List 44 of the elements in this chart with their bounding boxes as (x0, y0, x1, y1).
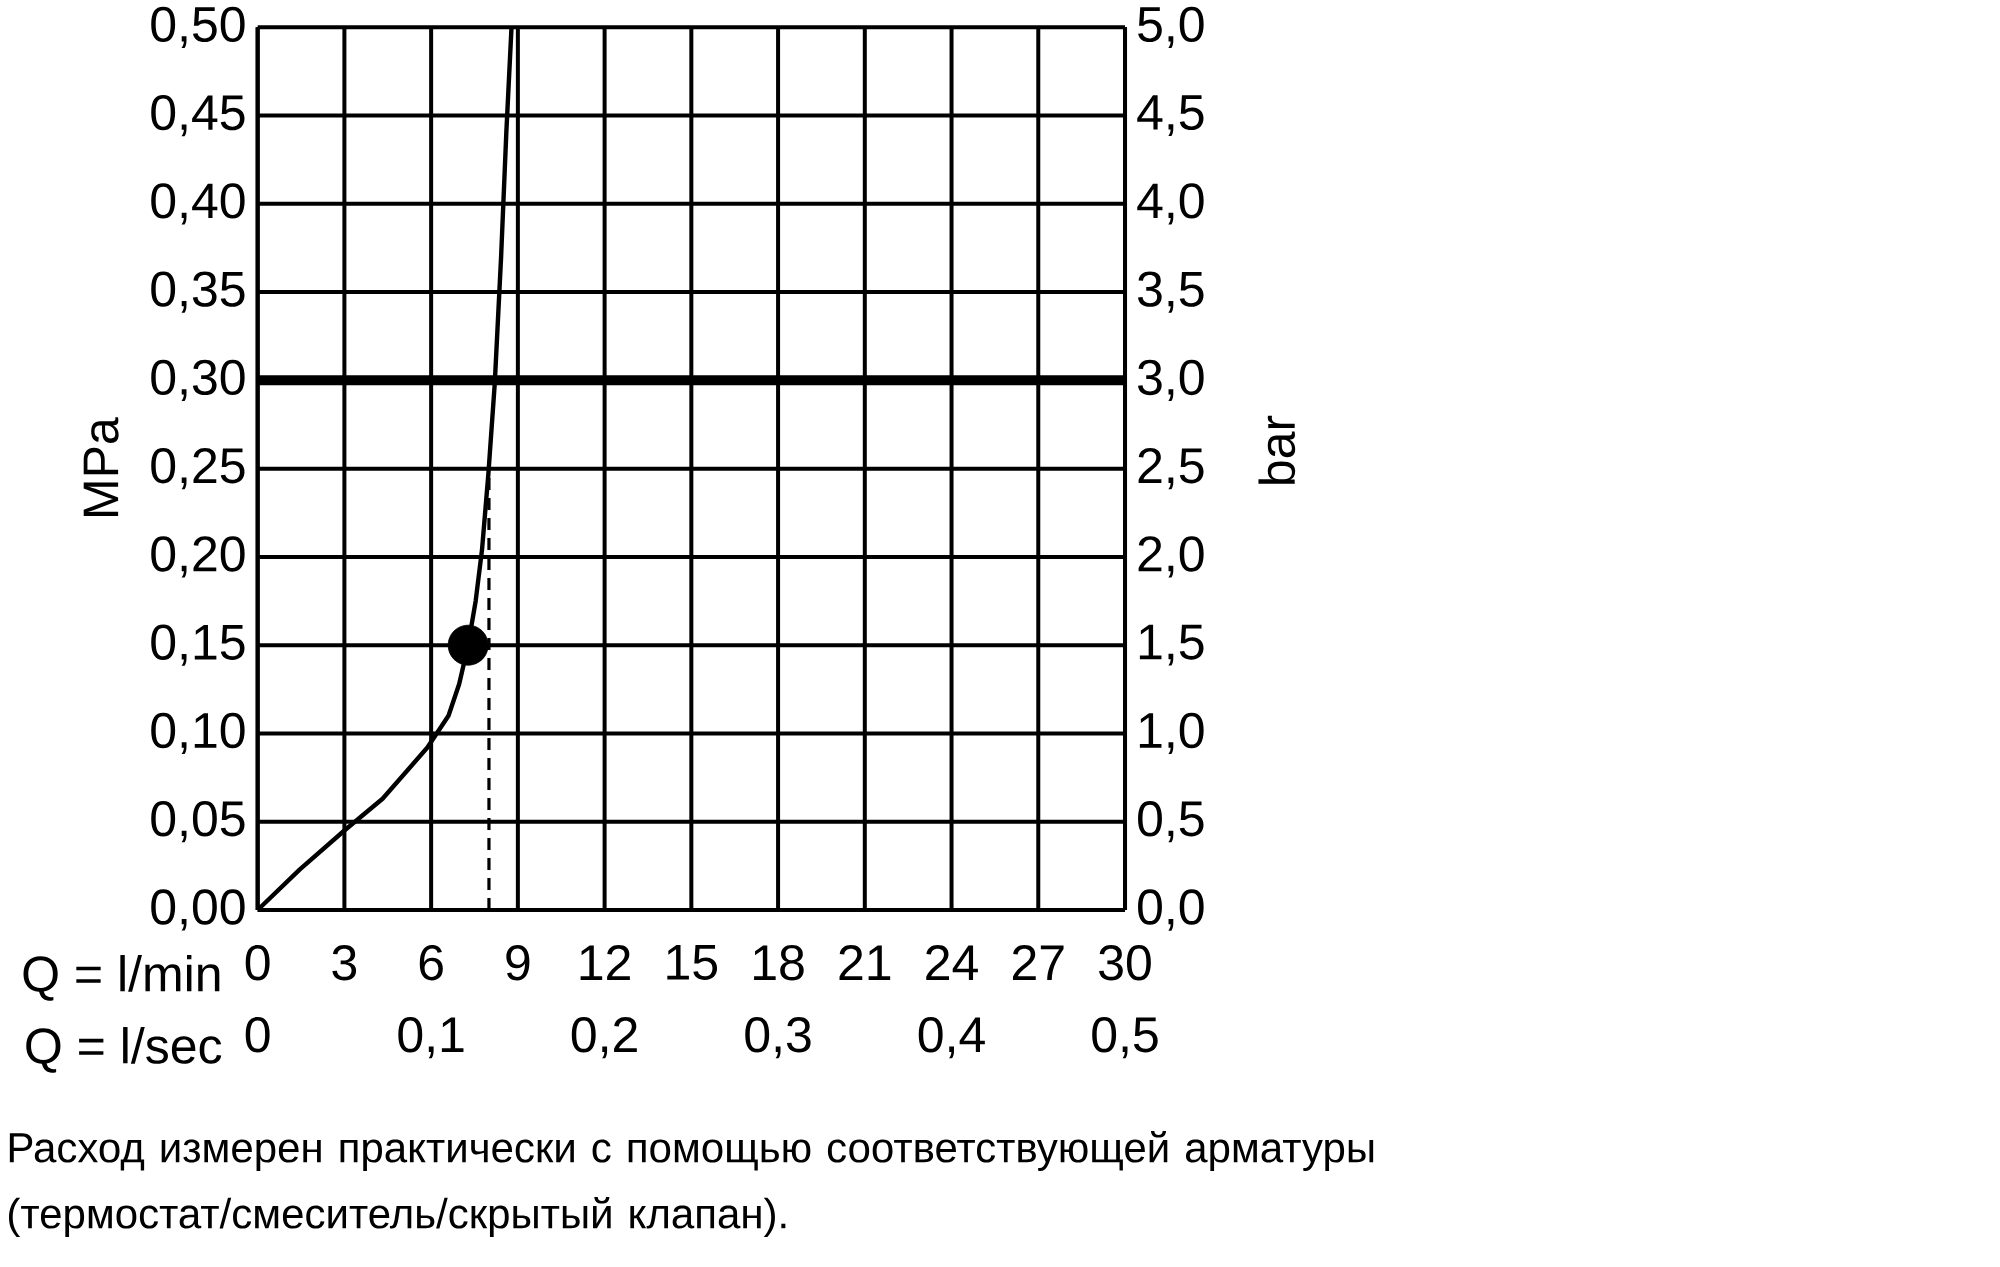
y2-tick-label: 4,0 (1137, 183, 1204, 225)
x-tick-label: 18 (754, 945, 804, 981)
x2-axis-title: Q = l/sec (26, 1027, 222, 1073)
y-tick-label: 0,30 (151, 359, 245, 402)
text: Расход измерен практически с помощью соответствующей арматуры (термостат/смеситель/скрытый клапан). (9, 1131, 1374, 1238)
x-axis-title: Q = l/min (23, 955, 220, 1001)
x-tick-label: 21 (839, 945, 891, 981)
y-axis-title: MPa (83, 417, 119, 517)
y2-tick-label: 0,0 (1138, 889, 1204, 931)
y2-tick-label: 1,0 (1139, 712, 1204, 755)
y-tick-label: 0,40 (151, 183, 245, 225)
x2-tick-label: 0 (245, 1017, 270, 1053)
y2-tick-label: 5,0 (1138, 6, 1204, 49)
x2-tick-label: 0,1 (398, 1017, 464, 1059)
y2-tick-label: 0,5 (1138, 801, 1204, 843)
x2-tick-label: 0,3 (745, 1017, 811, 1059)
y-tick-label: 0,45 (151, 95, 245, 137)
y-tick-label: 0,20 (151, 536, 245, 578)
y2-tick-label: 2,5 (1138, 448, 1204, 490)
x-tick-label: 3 (332, 945, 357, 981)
y-tick-label: 0,00 (151, 889, 245, 931)
y2-axis-title: bar (1258, 415, 1296, 484)
y-tick-label: 0,50 (151, 6, 245, 49)
x-tick-label: 12 (580, 945, 630, 981)
x2-tick-label: 0,5 (1092, 1017, 1158, 1059)
y-tick-label: 0,05 (151, 801, 245, 843)
x2-tick-label: 0,4 (918, 1017, 985, 1059)
x2-tick-label: 0,2 (571, 1017, 637, 1059)
y-tick-label: 0,35 (151, 271, 245, 313)
y-tick-label: 0,10 (151, 712, 245, 755)
x-tick-label: 9 (506, 945, 530, 981)
x-tick-label: 15 (667, 945, 718, 981)
y2-tick-label: 1,5 (1139, 624, 1204, 666)
y-tick-label: 0,25 (151, 448, 245, 490)
x-tick-label: 27 (1012, 945, 1064, 981)
y2-tick-label: 4,5 (1137, 95, 1204, 137)
x-tick-label: 0 (245, 945, 270, 981)
y2-tick-label: 3,5 (1138, 271, 1204, 313)
x-tick-label: 24 (926, 945, 978, 981)
y-tick-label: 0,15 (151, 624, 245, 666)
x-tick-label: 30 (1099, 945, 1151, 981)
y2-tick-label: 3,0 (1138, 359, 1204, 402)
x-tick-label: 6 (419, 945, 443, 981)
y2-tick-label: 2,0 (1138, 536, 1204, 578)
